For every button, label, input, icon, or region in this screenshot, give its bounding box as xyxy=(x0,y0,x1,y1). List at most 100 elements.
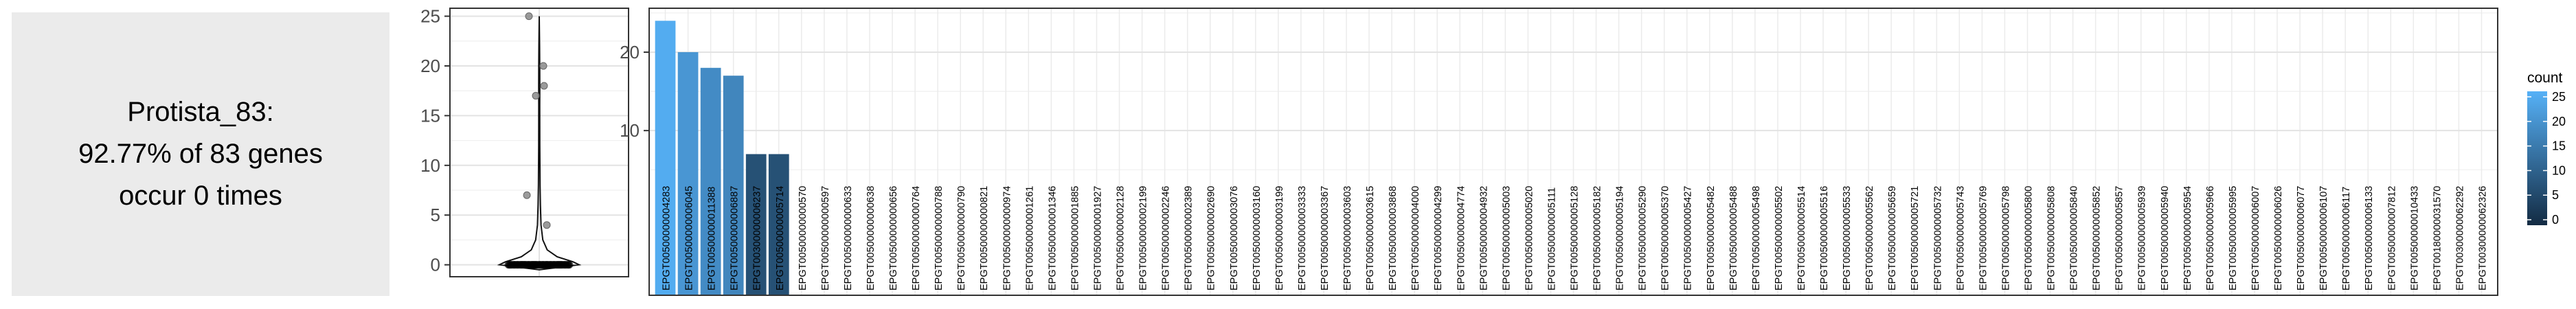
bar-category-label: EPGT00500000005732 xyxy=(1932,186,1943,290)
bar-category-label: EPGT00300000062292 xyxy=(2454,186,2465,290)
bar-category-label: EPGT00500000003333 xyxy=(1297,186,1308,290)
bar-category-label: EPGT00500000002246 xyxy=(1161,186,1172,290)
bar-category-label: EPGT00300000006237 xyxy=(752,186,763,290)
bar-y-tick-label: 10 xyxy=(620,120,640,141)
bar-category-label: EPGT00500000005769 xyxy=(1978,186,1989,290)
bar-category-label: EPGT00500000005798 xyxy=(2000,186,2011,290)
bar-category-label: EPGT00500000005502 xyxy=(1774,186,1785,290)
bar-category-label: EPGT00500000004299 xyxy=(1433,186,1444,290)
violin-point xyxy=(532,91,540,100)
bar-category-label: EPGT00500000000656 xyxy=(888,186,899,290)
bar-category-label: EPGT00500000004000 xyxy=(1410,186,1421,290)
bar-category-label: EPGT00500000002690 xyxy=(1206,186,1217,290)
bar-category-label: EPGT00500000005003 xyxy=(1501,186,1512,290)
color-legend: count 25 20 15 10 5 0 xyxy=(2527,70,2566,227)
bar-category-label: EPGT00500000001261 xyxy=(1024,186,1035,290)
bar-category-label: EPGT00500000006117 xyxy=(2341,187,2352,290)
violin-y-tick-label: 20 xyxy=(420,56,440,76)
bar-y-tick-label: 20 xyxy=(620,42,640,62)
violin-point xyxy=(525,12,533,21)
bar-category-label: EPGT00500000005020 xyxy=(1524,186,1535,290)
bar-category-label: EPGT00500000005128 xyxy=(1570,186,1581,290)
legend-tick-label: 15 xyxy=(2552,139,2566,153)
bar-category-label: EPGT00180000031570 xyxy=(2432,186,2443,290)
bar-category-label: EPGT00500000003160 xyxy=(1252,186,1263,290)
bar-category-label: EPGT00500000005857 xyxy=(2114,186,2125,290)
summary-panel: Protista_83: 92.77% of 83 genes occur 0 … xyxy=(12,12,389,296)
bar-category-label: EPGT00500000006133 xyxy=(2364,186,2375,290)
bar-category-label: EPGT00500000005516 xyxy=(1819,186,1830,290)
bar-category-label: EPGT00500000003076 xyxy=(1229,186,1240,290)
violin-panel-border xyxy=(449,8,629,277)
violin-y-tick-label: 0 xyxy=(431,255,440,275)
violin-point xyxy=(539,62,547,70)
bar-category-label: EPGT00500000003367 xyxy=(1320,186,1331,290)
violin-y-tick-label: 5 xyxy=(431,205,440,225)
violin-point-zero xyxy=(563,261,572,269)
bar-category-label: EPGT00500000003868 xyxy=(1388,186,1399,290)
legend-tick-label: 0 xyxy=(2552,213,2559,227)
bar-category-label: EPGT00500000004774 xyxy=(1456,186,1467,290)
legend-tick-label: 5 xyxy=(2552,188,2559,202)
bar-category-label: EPGT00500000005427 xyxy=(1683,186,1694,290)
bar-category-label: EPGT00500000002199 xyxy=(1138,186,1149,290)
bar-category-label: EPGT00500000000597 xyxy=(820,186,831,290)
bar-category-label: EPGT00500000006107 xyxy=(2318,186,2329,290)
bar-category-label: EPGT00500000006026 xyxy=(2273,186,2284,290)
bar-category-label: EPGT00500000000638 xyxy=(866,186,877,290)
violin-point xyxy=(543,221,551,229)
bar-category-label: EPGT00500000006887 xyxy=(730,186,741,290)
summary-line-1: Protista_83: xyxy=(127,97,274,127)
violin-y-tick-label: 15 xyxy=(420,105,440,126)
bar-category-label: EPGT00500000005562 xyxy=(1864,186,1875,290)
summary-line-3: occur 0 times xyxy=(119,181,282,211)
legend-tick-label: 10 xyxy=(2552,163,2566,177)
bar-category-label: EPGT00500000005940 xyxy=(2160,186,2171,290)
bar-category-label: EPGT00500000001346 xyxy=(1047,186,1058,290)
bar-category-label: EPGT00500000004932 xyxy=(1478,186,1489,290)
bar xyxy=(700,67,721,295)
bar-category-label: EPGT00500000005290 xyxy=(1638,186,1649,290)
bar-panel-border xyxy=(648,8,2498,296)
bar-category-label: EPGT00500000005488 xyxy=(1728,186,1739,290)
bar-category-label: EPGT00500000006077 xyxy=(2296,186,2307,290)
violin-point xyxy=(523,191,531,199)
bar-category-label: EPGT00500000005939 xyxy=(2137,186,2148,290)
bar-category-label: EPGT00500000001927 xyxy=(1092,186,1103,290)
bar-category-label: EPGT00300000062326 xyxy=(2477,186,2488,290)
bar-category-label: EPGT00500000000633 xyxy=(843,186,854,290)
bar-category-label: EPGT00500000005533 xyxy=(1842,186,1853,290)
bar xyxy=(677,52,699,295)
violin-shape xyxy=(497,16,582,271)
bar xyxy=(723,76,744,296)
bar-category-label: EPGT00500000000788 xyxy=(934,186,945,290)
bar-category-label: EPGT00500000005954 xyxy=(2182,186,2193,290)
bar-category-label: EPGT00500000005370 xyxy=(1660,186,1671,290)
violin-point-zero xyxy=(556,261,564,269)
bar-category-label: EPGT00500000005482 xyxy=(1706,186,1717,290)
bar xyxy=(768,154,789,295)
bar-category-label: EPGT00500000005498 xyxy=(1751,186,1762,290)
bar-category-label: EPGT00500000005800 xyxy=(2023,186,2034,290)
bar-category-label: EPGT00500000010433 xyxy=(2409,186,2420,290)
bar-category-label: EPGT00500000003199 xyxy=(1274,186,1285,290)
legend-colorbar xyxy=(2527,91,2547,225)
violin-y-tick-label: 25 xyxy=(420,6,440,27)
bar-category-label: EPGT00500000000974 xyxy=(1002,186,1013,290)
bar-category-label: EPGT00500000011388 xyxy=(707,187,718,290)
bar-category-label: EPGT00500000005721 xyxy=(1910,186,1921,290)
bar-category-label: EPGT00500000002128 xyxy=(1116,186,1127,290)
bar-category-label: EPGT00500000005743 xyxy=(1955,186,1966,290)
bar-category-label: EPGT00500000005995 xyxy=(2228,186,2239,290)
bar-category-label: EPGT00500000005111 xyxy=(1546,187,1557,290)
bar-category-label: EPGT00500000005514 xyxy=(1796,186,1807,290)
bar-category-label: EPGT00500000000790 xyxy=(956,186,967,290)
bar-category-label: EPGT00500000005808 xyxy=(2046,186,2057,290)
bar-category-label: EPGT00500000005840 xyxy=(2069,186,2080,290)
bar-category-label: EPGT00500000003603 xyxy=(1342,186,1353,290)
bar xyxy=(655,21,676,295)
bar-category-label: EPGT00500000003615 xyxy=(1365,186,1376,290)
bar-category-label: EPGT00500000000764 xyxy=(911,186,922,290)
bar-category-label: EPGT00500000000570 xyxy=(798,186,809,290)
